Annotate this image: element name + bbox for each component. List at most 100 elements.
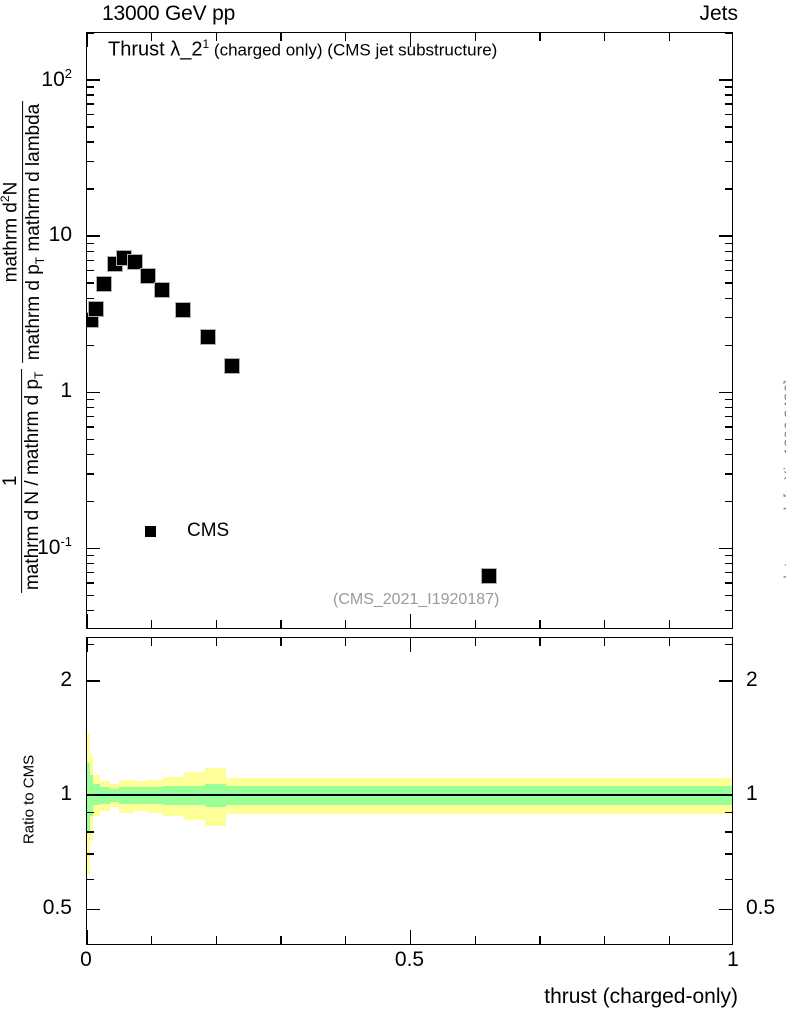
ratio-yaxis-label: Ratio to CMS: [20, 754, 38, 845]
xaxis-tick: [409, 33, 412, 47]
yaxis-tick: [725, 103, 732, 105]
yaxis-tick: [87, 126, 94, 128]
yaxis-tick: [725, 126, 732, 128]
legend-label: CMS: [187, 520, 230, 541]
xaxis-tick: [603, 620, 606, 628]
beam-energy-label: 13000 GeV pp: [102, 2, 236, 25]
yaxis-tick: [725, 582, 732, 584]
yaxis-tick: [87, 94, 94, 96]
ratio-xaxis-tick: [539, 638, 541, 646]
yaxis-tick: [725, 426, 732, 428]
xaxis-tick: [603, 33, 606, 41]
xaxis-tick: [409, 614, 412, 628]
ratio-band-inner: [87, 762, 90, 832]
yaxis-tick: [87, 188, 94, 190]
yaxis-tick: [87, 500, 94, 503]
yaxis-ticklabel: 102: [41, 66, 72, 92]
data-point-marker: [199, 328, 216, 345]
yaxis-tick: [719, 235, 732, 237]
ratio-xaxis-tick: [603, 638, 606, 646]
yaxis-tick: [725, 398, 732, 401]
yaxis-tick: [725, 259, 732, 261]
ratio-yaxis-tick: [87, 878, 94, 880]
data-point-marker: [126, 254, 143, 271]
xaxis-tick: [668, 620, 670, 628]
yaxis-tick: [87, 344, 94, 346]
yaxis-ticklabel: 1: [60, 379, 72, 403]
ratio-yaxis-tick: [719, 680, 732, 682]
ratio-yaxis-ticklabel: 0.5: [42, 896, 72, 920]
yaxis-tick: [87, 160, 94, 163]
ratio-xaxis-tick: [539, 936, 541, 944]
yaxis-tick: [87, 609, 94, 612]
yaxis-tick: [725, 406, 732, 409]
xaxis-ticklabel: 0: [80, 948, 92, 971]
yaxis-ticklabel-exponent: 2: [64, 65, 72, 81]
ratio-plot-panel: [86, 637, 733, 945]
yaxis-tick: [725, 317, 732, 319]
plot-title-lambda: λ_2: [170, 38, 203, 61]
data-point-marker: [139, 268, 156, 285]
yaxis-tick: [725, 609, 732, 612]
xaxis-title: thrust (charged-only): [544, 985, 738, 1008]
yaxis-ticklabel-text: 1: [60, 379, 72, 403]
xaxis-tick: [668, 33, 670, 41]
yaxis-tick: [87, 297, 94, 299]
ratio-yaxis-tick: [725, 643, 732, 646]
xaxis-tick: [280, 620, 282, 628]
xaxis-tick: [539, 620, 541, 628]
ratio-yaxis-ticklabel: 2: [60, 668, 72, 692]
ratio-xaxis-tick: [668, 638, 670, 646]
main-plot-panel: CMS (CMS_2021_I1920187): [86, 32, 733, 629]
ratio-yaxis-tick: [87, 908, 100, 910]
yaxis-tick: [87, 594, 94, 597]
yaxis-tick: [87, 103, 94, 105]
yaxis-tick: [87, 547, 100, 550]
yaxis-tick: [87, 398, 94, 401]
xaxis-tick: [151, 620, 153, 628]
ratio-xaxis-tick: [474, 936, 476, 944]
ratio-xaxis-tick: [280, 638, 282, 646]
yaxis-tick: [87, 33, 94, 34]
ratio-yaxis-tick: [87, 831, 94, 833]
yaxis-tick: [719, 79, 732, 81]
xaxis-ticklabel: 1: [727, 948, 739, 971]
yaxis-tick: [725, 297, 732, 299]
ratio-yaxis-ticklabel: 2: [746, 668, 758, 692]
xaxis-ticklabel: 0.5: [394, 948, 425, 971]
ratio-yaxis-tick: [87, 853, 94, 855]
ratio-xaxis-tick: [87, 638, 88, 652]
analysis-category-label: Jets: [699, 2, 738, 25]
ratio-yaxis-tick: [87, 643, 94, 646]
ratio-xaxis-tick: [280, 936, 282, 944]
ratio-xaxis-tick: [215, 936, 218, 944]
yaxis-tick: [87, 141, 94, 143]
yaxis-tick: [725, 141, 732, 143]
ratio-yaxis-tick: [725, 831, 732, 833]
yaxis-tick: [725, 113, 732, 116]
yaxis-tick: [725, 594, 732, 597]
ratio-yaxis-tick: [719, 794, 732, 796]
xaxis-tick: [87, 614, 88, 628]
yaxis-tick: [725, 415, 732, 418]
yaxis-tick: [87, 242, 94, 244]
ratio-xaxis-tick: [215, 638, 218, 646]
yaxis-tick: [725, 344, 732, 346]
yaxis-tick: [719, 391, 732, 393]
yaxis-tick: [719, 547, 732, 550]
yaxis-tick: [87, 426, 94, 428]
yaxis-ticklabel: 10-1: [37, 534, 72, 560]
ratio-reference-line: [87, 794, 732, 796]
xaxis-tick: [87, 33, 88, 47]
xaxis-tick: [474, 620, 476, 628]
yaxis-tick: [87, 438, 94, 440]
ratio-yaxis-tick: [725, 811, 732, 814]
yaxis-tick: [87, 571, 94, 574]
yaxis-tick: [725, 453, 732, 456]
yaxis-tick: [725, 242, 732, 244]
yaxis-tick: [87, 473, 94, 475]
yaxis-tick: [87, 113, 94, 116]
data-point-marker: [154, 281, 171, 298]
yaxis-tick: [725, 438, 732, 440]
